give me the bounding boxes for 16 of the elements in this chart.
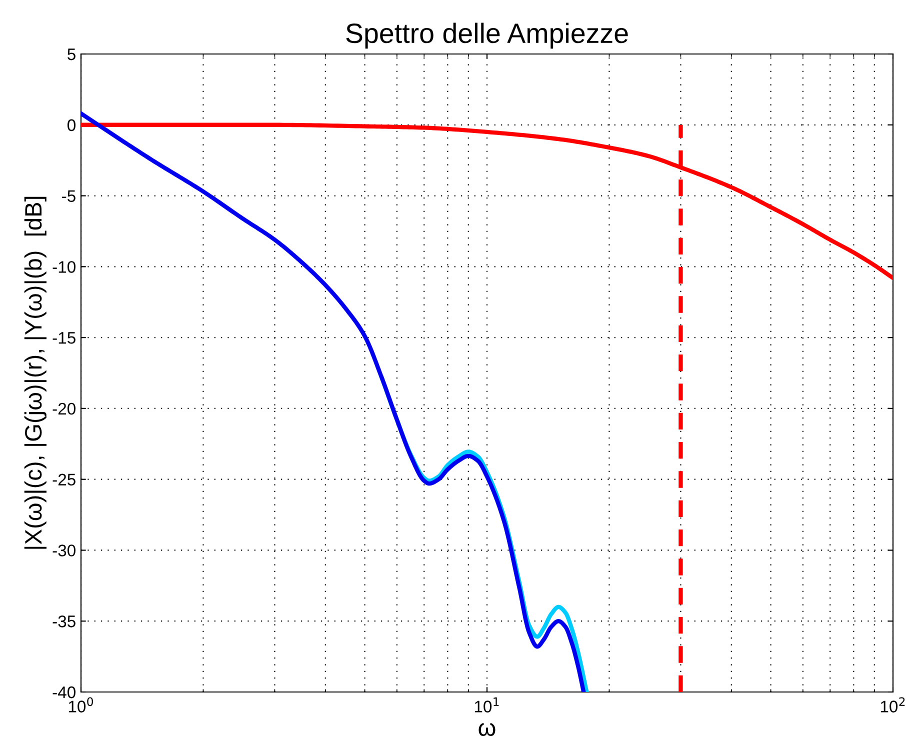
y-tick-label: -5 [62, 190, 76, 202]
y-tick-label: -30 [52, 544, 76, 556]
y-tick-label: 0 [68, 119, 76, 132]
y-axis-title: |X(ω)|(c), |G(jω)|(r), |Y(ω)|(b) [dB] [24, 196, 46, 549]
chart-title: Spettro delle Ampiezze [346, 22, 628, 49]
y-tick-label: -10 [52, 261, 76, 273]
x-tick-label: 10$^{2}$ [880, 697, 905, 712]
y-tick-label: -40 [52, 686, 76, 698]
y-tick-label: -35 [52, 616, 76, 628]
y-tick-label: 5 [68, 48, 76, 60]
y-tick-label: -15 [52, 332, 76, 344]
y-tick-label: -20 [52, 402, 76, 415]
y-tick-label: -25 [52, 474, 76, 486]
x-axis-title: ω [478, 723, 496, 736]
x-tick-label: 10$^{1}$ [474, 697, 499, 712]
x-tick-label: 10$^{0}$ [68, 697, 94, 712]
